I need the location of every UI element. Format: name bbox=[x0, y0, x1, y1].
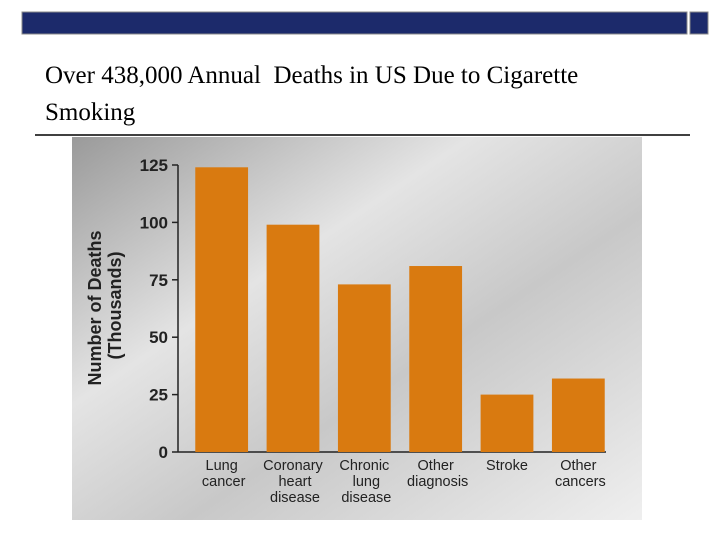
plot: 0 25 50 75 100 125 Number of Deaths (Thousands… bbox=[85, 156, 606, 506]
x-tick-label: Chronic lung disease bbox=[337, 458, 391, 506]
bar bbox=[266, 224, 320, 452]
x-tick-label: Stroke bbox=[486, 458, 528, 474]
y-tick-label: 0 bbox=[159, 443, 168, 462]
y-tick-label: 25 bbox=[149, 386, 168, 405]
x-tick-label: Lung cancer bbox=[198, 458, 246, 490]
slide-title: Over 438,000 Annual Deaths in US Due to … bbox=[45, 62, 585, 126]
bar bbox=[480, 394, 534, 452]
bar bbox=[551, 378, 605, 452]
bar bbox=[409, 266, 463, 452]
y-tick-label: 50 bbox=[149, 328, 168, 347]
header-square bbox=[689, 11, 709, 35]
y-tick-label: 100 bbox=[140, 213, 168, 232]
y-tick-label: 75 bbox=[149, 271, 168, 290]
y-axis-label: Number of Deaths (Thousands) bbox=[85, 230, 125, 385]
bar bbox=[195, 167, 249, 452]
x-tick-label: Coronary heart disease bbox=[263, 458, 323, 506]
y-tick-label: 125 bbox=[140, 156, 168, 175]
x-tick-label: Other diagnosis bbox=[403, 458, 468, 490]
x-tick-label: Other cancers bbox=[551, 458, 606, 490]
header-bar bbox=[21, 11, 688, 35]
bar bbox=[337, 284, 391, 452]
